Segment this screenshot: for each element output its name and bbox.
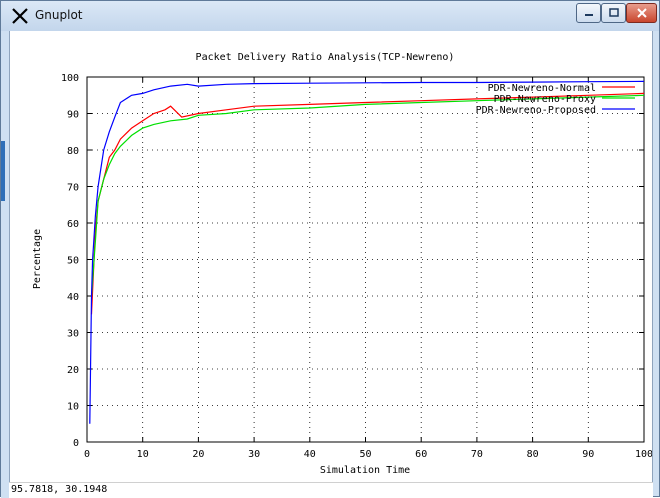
window-title: Gnuplot xyxy=(35,8,83,22)
minimize-icon xyxy=(584,14,593,16)
window-left-edge xyxy=(1,141,9,498)
y-tick-label: 30 xyxy=(67,329,79,340)
x-tick-label: 20 xyxy=(192,449,204,460)
minimize-button[interactable] xyxy=(576,3,601,23)
x-tick-label: 90 xyxy=(582,449,594,460)
title-bar[interactable]: Gnuplot xyxy=(1,1,659,31)
x-tick-label: 100 xyxy=(635,449,652,460)
mouse-coordinates: 95.7818, 30.1948 xyxy=(11,484,108,495)
x-axis-label: Simulation Time xyxy=(320,465,410,476)
y-tick-label: 80 xyxy=(67,146,79,157)
close-button[interactable] xyxy=(626,3,657,23)
chart-title: Packet Delivery Ratio Analysis(TCP-Newre… xyxy=(196,52,455,63)
y-tick-label: 70 xyxy=(67,183,79,194)
axes: 0 10 20 30 40 50 60 70 80 90 100 0 10 20 30 40 50 60 70 80 9… xyxy=(61,73,653,460)
legend-label: PDR-Newreno-Normal xyxy=(488,83,596,94)
x-tick-label: 50 xyxy=(359,449,371,460)
y-tick-label: 60 xyxy=(67,219,79,230)
y-tick-label: 20 xyxy=(67,365,79,376)
legend-label: PDR-Newreno-Proposed xyxy=(476,105,596,116)
y-tick-label: 40 xyxy=(67,292,79,303)
x-tick-label: 0 xyxy=(84,449,90,460)
y-tick-label: 90 xyxy=(67,110,79,121)
y-tick-label: 0 xyxy=(73,438,79,449)
grid xyxy=(87,77,644,442)
y-tick-label: 10 xyxy=(67,402,79,413)
x-tick-label: 60 xyxy=(415,449,427,460)
x-tick-label: 80 xyxy=(527,449,539,460)
x-tick-label: 30 xyxy=(248,449,260,460)
x-tick-label: 70 xyxy=(471,449,483,460)
x-tick-label: 40 xyxy=(304,449,316,460)
legend: PDR-Newreno-NormalPDR-Newreno-ProxyPDR-N… xyxy=(476,83,635,116)
y-tick-label: 100 xyxy=(61,73,79,84)
maximize-button[interactable] xyxy=(601,3,626,23)
series-line-1 xyxy=(90,92,645,315)
x-logo-icon xyxy=(12,8,28,24)
y-axis-label: Percentage xyxy=(32,229,43,289)
status-bar: 95.7818, 30.1948 xyxy=(9,482,653,498)
maximize-icon xyxy=(608,8,619,17)
series-line-3 xyxy=(89,80,645,424)
plot-area[interactable]: Packet Delivery Ratio Analysis(TCP-Newre… xyxy=(9,31,653,498)
series-lines xyxy=(89,80,645,424)
y-tick-label: 50 xyxy=(67,256,79,267)
series-line-2 xyxy=(90,94,645,297)
close-icon xyxy=(636,8,647,18)
chart: Packet Delivery Ratio Analysis(TCP-Newre… xyxy=(32,52,653,476)
x-tick-label: 10 xyxy=(137,449,149,460)
legend-label: PDR-Newreno-Proxy xyxy=(494,94,596,105)
